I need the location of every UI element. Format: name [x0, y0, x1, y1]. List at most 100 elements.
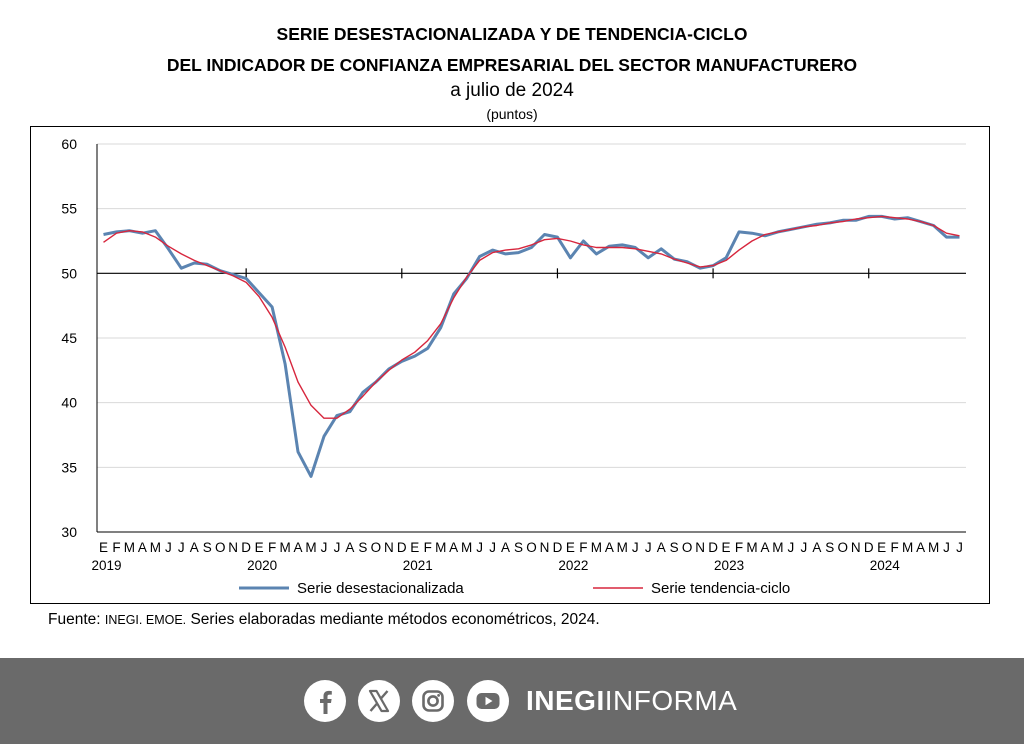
x-tick-label: E: [410, 540, 419, 555]
x-tick-label: J: [943, 540, 950, 555]
x-tick-label: E: [255, 540, 264, 555]
x-tick-label: J: [788, 540, 795, 555]
x-tick-label: M: [591, 540, 602, 555]
x-year-label: 2022: [558, 558, 588, 573]
source-text: Series elaboradas mediante métodos econo…: [190, 611, 600, 628]
x-tick-label: M: [902, 540, 913, 555]
x-tick-label: O: [526, 540, 537, 555]
x-tick-label: M: [279, 540, 290, 555]
x-tick-label: S: [203, 540, 212, 555]
x-year-label: 2023: [714, 558, 744, 573]
chart-units: (puntos): [486, 106, 538, 122]
x-tick-label: A: [605, 540, 614, 555]
x-tick-label: F: [424, 540, 432, 555]
x-tick-label: D: [553, 540, 563, 555]
x-year-label: 2019: [91, 558, 121, 573]
y-tick-label: 45: [61, 330, 77, 346]
x-tick-label: M: [461, 540, 472, 555]
x-tick-label: A: [812, 540, 821, 555]
x-tick-label: A: [916, 540, 925, 555]
y-tick-label: 50: [61, 265, 77, 281]
x-tick-label: M: [150, 540, 161, 555]
x-tick-label: S: [358, 540, 367, 555]
x-tick-label: J: [334, 540, 341, 555]
facebook-icon[interactable]: [304, 680, 346, 722]
x-tick-label: A: [190, 540, 199, 555]
x-tick-label: J: [489, 540, 496, 555]
series-line: [103, 214, 960, 478]
source-org: INEGI. EMOE.: [104, 613, 187, 627]
x-tick-label: N: [384, 540, 394, 555]
x-tick-label: M: [772, 540, 783, 555]
x-tick-label: J: [800, 540, 807, 555]
x-tick-label: N: [228, 540, 238, 555]
x-tick-label: S: [670, 540, 679, 555]
x-tick-label: A: [760, 540, 769, 555]
x-tick-label: O: [371, 540, 382, 555]
y-tick-label: 55: [61, 201, 77, 217]
y-tick-label: 40: [61, 395, 77, 411]
legend-label: Serie desestacionalizada: [297, 580, 464, 597]
x-tick-label: E: [566, 540, 575, 555]
brand-rest: INFORMA: [604, 685, 738, 716]
x-tick-label: F: [891, 540, 899, 555]
x-tick-label: D: [864, 540, 874, 555]
y-tick-label: 60: [61, 136, 77, 152]
x-tick-label: D: [241, 540, 251, 555]
source-label: Fuente:: [48, 611, 101, 628]
x-tick-label: A: [345, 540, 354, 555]
x-tick-label: E: [877, 540, 886, 555]
source-note: Fuente: INEGI. EMOE. Series elaboradas m…: [48, 611, 600, 629]
series-line: [103, 215, 960, 419]
x-tick-label: N: [851, 540, 861, 555]
x-tick-label: D: [397, 540, 407, 555]
x-icon[interactable]: [358, 680, 400, 722]
youtube-icon[interactable]: [467, 680, 509, 722]
x-tick-label: D: [708, 540, 718, 555]
x-year-label: 2024: [870, 558, 901, 573]
x-tick-label: J: [632, 540, 639, 555]
x-tick-label: J: [165, 540, 172, 555]
x-tick-label: N: [695, 540, 705, 555]
x-tick-label: A: [294, 540, 303, 555]
x-tick-label: M: [124, 540, 135, 555]
x-tick-label: A: [138, 540, 147, 555]
x-tick-label: J: [645, 540, 652, 555]
x-tick-label: E: [722, 540, 731, 555]
x-tick-label: M: [928, 540, 939, 555]
x-tick-label: J: [178, 540, 185, 555]
x-tick-label: N: [540, 540, 550, 555]
chart-title: SERIE DESESTACIONALIZADA Y DE TENDENCIA-…: [276, 24, 748, 44]
x-tick-label: S: [825, 540, 834, 555]
chart-frame: 30 35 40 45 50 55 60 E F M A M J J A S O N D E F M A M J J A S O N D E F…: [30, 126, 990, 604]
x-tick-label: M: [617, 540, 628, 555]
x-tick-label: M: [305, 540, 316, 555]
x-tick-label: O: [682, 540, 693, 555]
chart-title-line2: DEL INDICADOR DE CONFIANZA EMPRESARIAL D…: [166, 55, 858, 75]
x-year-label: 2020: [247, 558, 277, 573]
x-tick-label: F: [579, 540, 587, 555]
x-tick-label: S: [514, 540, 523, 555]
y-tick-label: 30: [61, 524, 77, 540]
inegi-informa-logo: INEGIINFORMA: [526, 682, 737, 720]
x-tick-label: A: [449, 540, 458, 555]
x-tick-label: E: [99, 540, 108, 555]
x-tick-label: F: [112, 540, 120, 555]
x-tick-label: J: [321, 540, 328, 555]
x-tick-label: O: [215, 540, 226, 555]
x-year-label: 2021: [403, 558, 433, 573]
chart-subtitle: a julio de 2024: [450, 80, 574, 101]
x-tick-label: O: [838, 540, 849, 555]
x-tick-label: A: [501, 540, 510, 555]
x-tick-label: M: [435, 540, 446, 555]
x-tick-label: F: [735, 540, 743, 555]
footer-bar: INEGIINFORMA: [0, 658, 1024, 744]
x-tick-label: M: [746, 540, 757, 555]
x-tick-label: A: [657, 540, 666, 555]
x-tick-label: F: [268, 540, 276, 555]
instagram-icon[interactable]: [412, 680, 454, 722]
x-tick-label: J: [476, 540, 483, 555]
y-tick-label: 35: [61, 459, 77, 475]
x-tick-label: J: [956, 540, 963, 555]
